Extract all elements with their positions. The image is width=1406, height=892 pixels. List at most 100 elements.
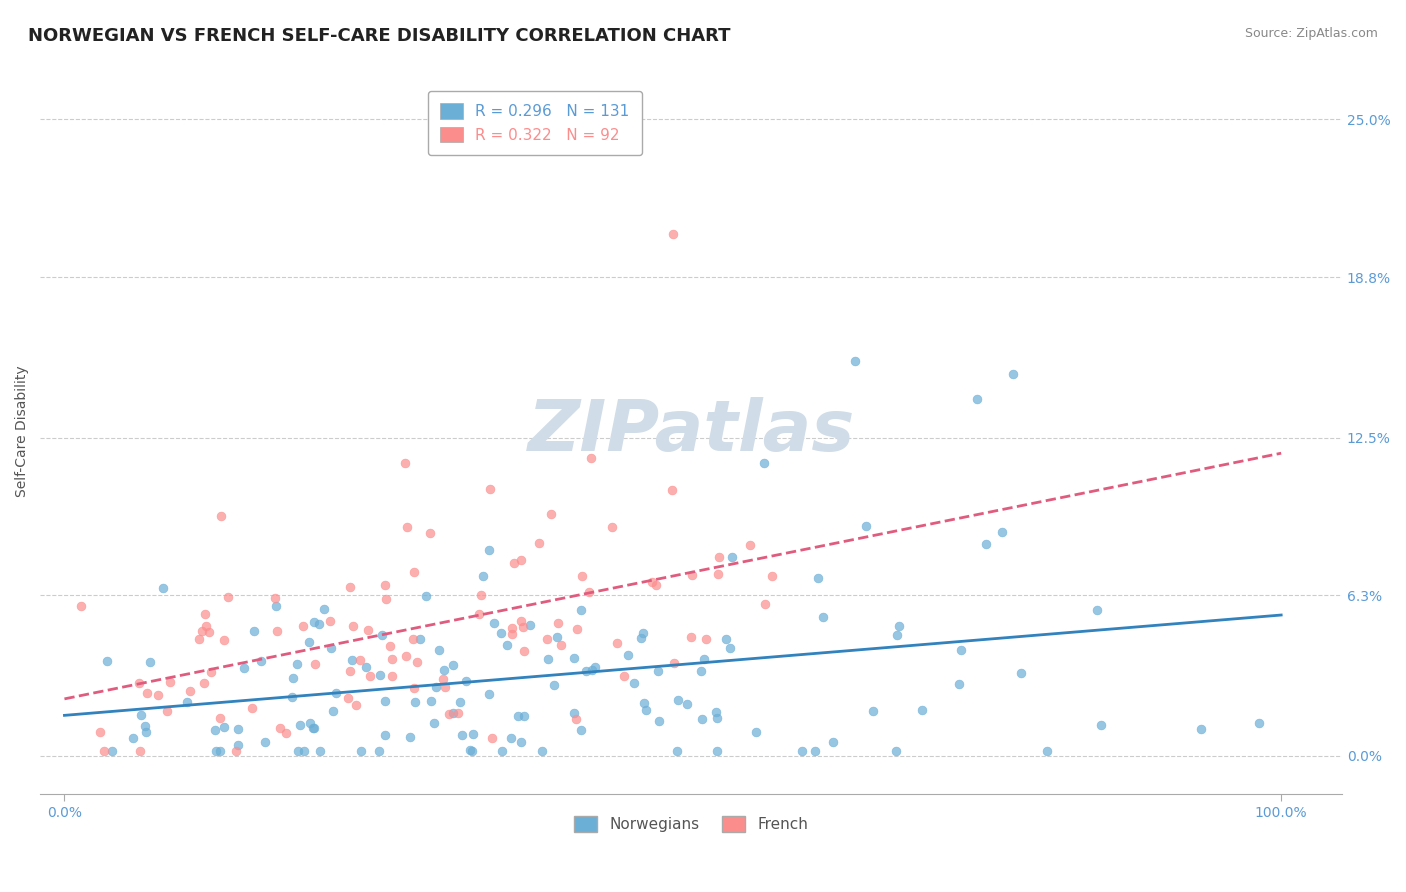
Point [441,706,464,720]
Point [531,744,554,758]
Point [254,735,277,749]
Point [583,660,606,674]
Point [536,632,558,647]
Point [205,744,228,758]
Point [617,648,640,663]
Point [128,744,150,758]
Point [425,680,447,694]
Point [491,744,513,758]
Point [501,621,523,635]
Point [209,744,232,758]
Point [630,631,652,645]
Point [226,723,249,737]
Point [600,519,623,533]
Point [325,686,347,700]
Point [122,731,145,746]
Point [470,588,492,602]
Point [156,704,179,718]
Point [752,456,775,470]
Point [456,673,478,688]
Point [287,744,309,758]
Point [434,680,457,694]
Point [308,616,330,631]
Point [339,664,361,678]
Point [427,642,450,657]
Point [344,698,367,713]
Point [395,649,418,664]
Point [496,638,519,652]
Point [509,614,531,628]
Point [368,744,391,758]
Point [950,642,973,657]
Point [571,569,593,583]
Point [276,725,298,739]
Point [675,697,697,711]
Point [695,632,717,646]
Point [689,664,711,678]
Point [176,695,198,709]
Point [314,602,336,616]
Point [1087,602,1109,616]
Text: ZIPatlas: ZIPatlas [527,397,855,466]
Point [569,603,592,617]
Point [862,704,884,718]
Point [187,632,209,646]
Point [578,585,600,599]
Point [394,456,416,470]
Point [129,708,152,723]
Point [855,518,877,533]
Point [468,607,491,622]
Point [704,705,727,719]
Point [478,543,501,558]
Point [886,744,908,758]
Point [662,227,685,241]
Point [135,724,157,739]
Point [499,731,522,745]
Point [565,712,588,726]
Point [479,482,502,496]
Point [661,483,683,497]
Point [292,744,315,758]
Point [264,599,287,613]
Text: Source: ZipAtlas.com: Source: ZipAtlas.com [1244,27,1378,40]
Point [666,693,689,707]
Point [368,667,391,681]
Point [565,622,588,636]
Point [266,624,288,638]
Point [707,566,730,581]
Point [409,632,432,646]
Point [308,744,330,758]
Point [991,524,1014,539]
Point [581,664,603,678]
Point [100,744,122,758]
Point [212,632,235,647]
Point [349,653,371,667]
Point [716,632,738,646]
Point [420,694,443,708]
Point [233,661,256,675]
Point [745,724,768,739]
Point [194,607,217,622]
Point [693,652,716,666]
Point [370,628,392,642]
Point [357,624,380,638]
Point [706,711,728,725]
Point [374,592,396,607]
Point [647,714,669,728]
Point [631,626,654,640]
Point [481,731,503,745]
Point [374,728,396,742]
Point [200,665,222,680]
Point [463,727,485,741]
Point [575,664,598,678]
Point [911,703,934,717]
Point [886,628,908,642]
Point [381,652,404,666]
Point [415,589,437,603]
Point [433,663,456,677]
Point [720,550,742,565]
Point [509,553,531,567]
Point [302,615,325,630]
Point [287,657,309,671]
Point [318,614,340,628]
